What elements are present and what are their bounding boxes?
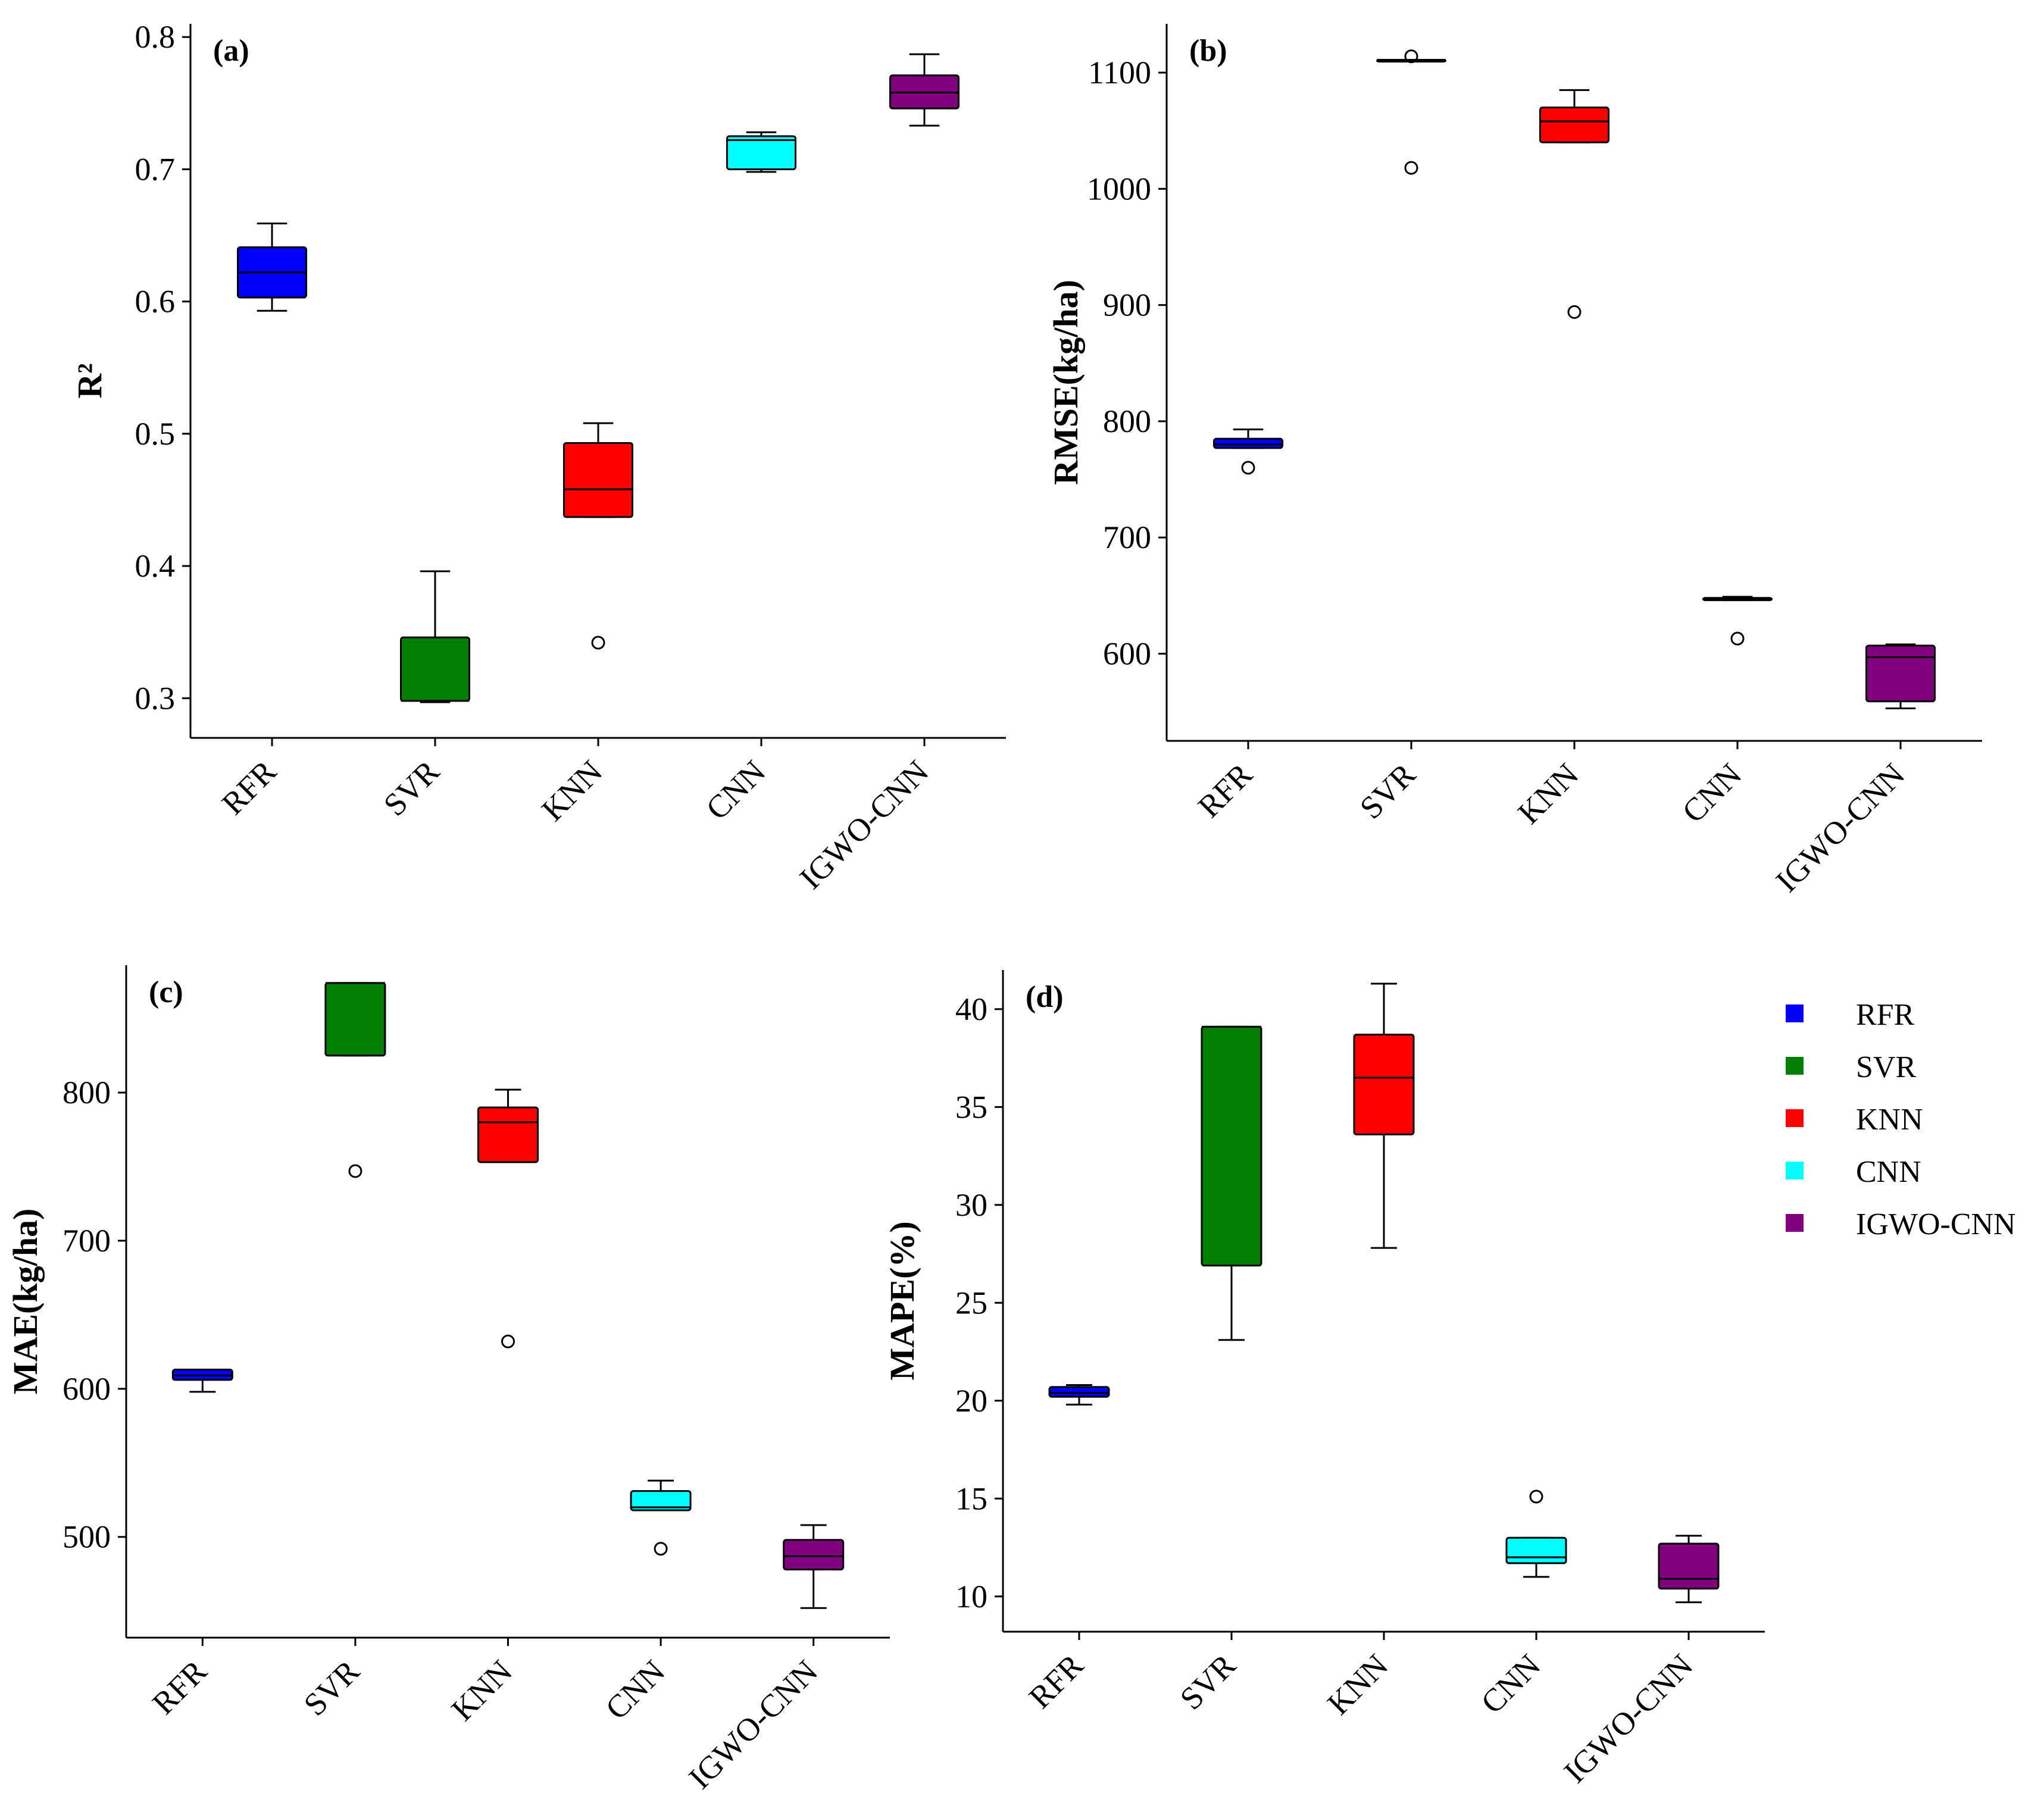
legend-swatch-knn (1786, 1109, 1804, 1127)
x-tick-label-rfr: RFR (1191, 756, 1259, 825)
legend-label-cnn: CNN (1856, 1155, 1921, 1189)
x-tick-label-knn: KNN (445, 1653, 519, 1727)
box-svr (324, 982, 386, 1057)
panel-label: (c) (149, 975, 183, 1009)
x-tick-label-cnn: CNN (1675, 756, 1748, 830)
outlier-svr (1404, 161, 1418, 175)
y-tick-label: 0.8 (135, 19, 176, 55)
box-igwo-cnn (1658, 1542, 1720, 1590)
legend-label-rfr: RFR (1856, 998, 1915, 1032)
box-knn (1539, 107, 1609, 143)
x-tick-label-svr: SVR (297, 1653, 367, 1723)
panel-c-mae: 500 600 700 800 MAE(kg/ha) (c) RFR SVR KNN CNN IGW… (6, 965, 890, 1796)
y-axis-label: MAPE(%) (883, 1221, 921, 1380)
legend-swatch-rfr (1786, 1004, 1804, 1022)
x-tick-label-rfr: RFR (1022, 1647, 1090, 1716)
x-tick-label-knn: KNN (1511, 756, 1585, 831)
y-axis-label: R² (70, 363, 109, 398)
x-tick-label-cnn: CNN (1474, 1647, 1547, 1720)
box-svr (400, 636, 470, 702)
y-tick-label: 500 (62, 1519, 111, 1555)
y-tick-label: 700 (1103, 519, 1151, 555)
y-axis-label: MAE(kg/ha) (6, 1209, 45, 1395)
y-tick-label: 15 (955, 1481, 987, 1516)
y-tick-label: 30 (955, 1187, 987, 1223)
y-tick-label: 0.5 (135, 416, 176, 452)
x-tick-label-knn: KNN (535, 753, 609, 828)
y-tick-label: 600 (62, 1371, 111, 1407)
outlier-knn (501, 1334, 515, 1348)
y-tick-label: 600 (1103, 636, 1151, 672)
y-tick-label: 0.6 (135, 284, 176, 320)
y-tick-label: 20 (955, 1383, 987, 1419)
outlier-cnn (654, 1542, 668, 1556)
x-tick-label-igwo-cnn: IGWO-CNN (793, 753, 936, 896)
box-rfr (1048, 1386, 1110, 1398)
x-tick-label-svr: SVR (1353, 756, 1423, 826)
panel-b-rmse: 600 700 800 900 1000 1100 RMSE(kg/ha) (b) RFR SVR… (1046, 24, 1982, 899)
box-igwo-cnn (1865, 644, 1936, 703)
x-tick-label-rfr: RFR (215, 753, 283, 822)
legend-swatch-cnn (1786, 1162, 1804, 1179)
outlier-knn (1567, 305, 1582, 319)
y-tick-label: 800 (1103, 403, 1151, 439)
outlier-svr (1404, 49, 1418, 64)
y-tick-label: 900 (1103, 287, 1151, 323)
legend: RFR SVR KNN CNN IGWO-CNN (1786, 998, 2016, 1241)
y-tick-label: 10 (955, 1579, 987, 1614)
x-tick-label-cnn: CNN (599, 1653, 672, 1726)
x-tick-label-igwo-cnn: IGWO-CNN (682, 1653, 825, 1796)
x-tick-label-cnn: CNN (699, 753, 772, 827)
box-knn (477, 1106, 539, 1163)
y-tick-label: 0.4 (135, 548, 176, 584)
outlier-knn (591, 636, 605, 650)
box-cnn (1505, 1536, 1567, 1564)
legend-swatch-igwo-cnn (1786, 1214, 1804, 1232)
y-tick-label: 25 (955, 1285, 987, 1320)
x-tick-label-svr: SVR (377, 753, 446, 823)
panel-label: (b) (1189, 34, 1227, 68)
x-tick-label-igwo-cnn: IGWO-CNN (1557, 1647, 1700, 1790)
outlier-rfr (1241, 461, 1255, 475)
panel-label: (a) (213, 34, 249, 68)
legend-label-knn: KNN (1856, 1103, 1923, 1137)
box-knn (563, 442, 633, 518)
panel-a-r2: 0.3 0.4 0.5 0.6 0.7 0.8 R² (a) RFR SVR KNN CNN IGWO-… (70, 19, 1006, 896)
y-tick-label: 35 (955, 1089, 987, 1125)
box-cnn (726, 135, 796, 170)
outlier-cnn (1730, 631, 1745, 646)
y-tick-label: 800 (62, 1075, 111, 1110)
panel-d-mape: 10 15 20 25 30 35 40 MAPE(%) (d) RFR SVR KNN CNN IGWO… (883, 970, 1765, 1790)
x-tick-label-rfr: RFR (145, 1653, 214, 1722)
box-cnn (630, 1490, 692, 1511)
x-tick-label-knn: KNN (1320, 1647, 1395, 1722)
box-rfr (1213, 437, 1283, 449)
box-svr (1201, 1025, 1262, 1267)
y-axis-label: RMSE(kg/ha) (1046, 280, 1085, 485)
outlier-cnn (1529, 1489, 1543, 1504)
box-igwo-cnn (783, 1539, 845, 1571)
y-tick-label: 1000 (1087, 171, 1151, 206)
y-tick-label: 40 (955, 991, 987, 1027)
x-tick-label-igwo-cnn: IGWO-CNN (1769, 756, 1912, 899)
outlier-svr (348, 1164, 362, 1178)
y-tick-label: 1100 (1088, 55, 1151, 90)
x-tick-label-svr: SVR (1173, 1647, 1243, 1717)
y-tick-label: 700 (62, 1223, 111, 1259)
legend-label-svr: SVR (1856, 1050, 1916, 1084)
y-tick-label: 0.3 (135, 680, 176, 716)
legend-label-igwo-cnn: IGWO-CNN (1856, 1207, 2016, 1241)
box-knn (1353, 1034, 1415, 1135)
y-tick-label: 0.7 (135, 151, 176, 187)
panel-label: (d) (1026, 980, 1064, 1014)
legend-swatch-svr (1786, 1057, 1804, 1075)
